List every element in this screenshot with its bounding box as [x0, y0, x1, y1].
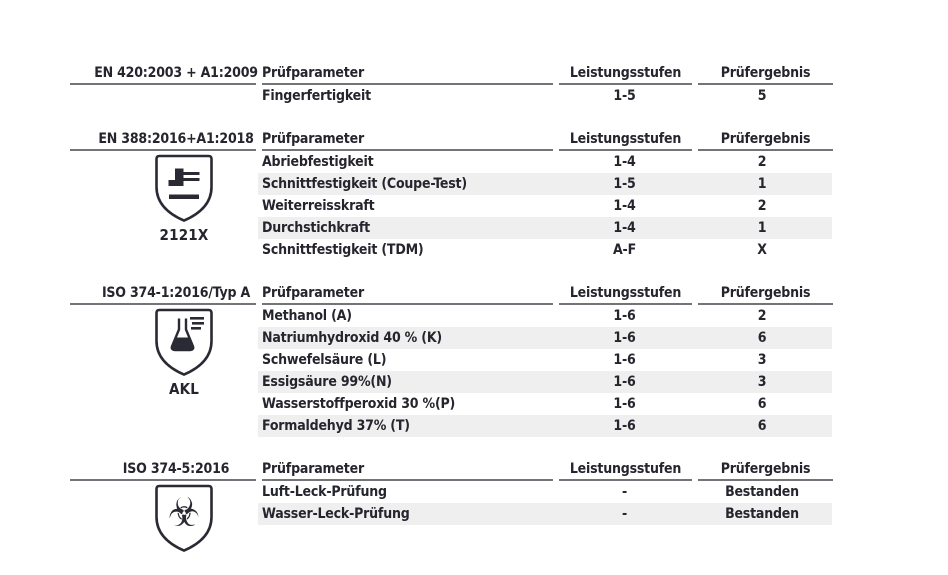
levels-cell: 1-4: [613, 220, 636, 236]
param-cell: Methanol (A): [262, 308, 352, 324]
param-cell: Fingerfertigkeit: [262, 88, 371, 104]
performance-code-label: 2121X: [159, 226, 209, 244]
param-cell: Luft-Leck-Prüfung: [262, 484, 387, 500]
result-cell: 1: [757, 176, 767, 192]
column-header-leistungsstufen: Leistungsstufen: [559, 63, 692, 85]
result-cell: 3: [757, 352, 767, 368]
levels-cell: 1-4: [613, 198, 636, 214]
result-cell: Bestanden: [725, 484, 799, 500]
section-header: ISO 374-1:2016/Typ A Prüfparameter Leist…: [70, 283, 833, 305]
table-row: Methanol (A) 1-6 2: [258, 305, 832, 327]
table-row: Wasserstoffperoxid 30 %(P) 1-6 6: [258, 393, 832, 415]
column-header-pruefparameter: Prüfparameter: [262, 63, 553, 85]
levels-cell: 1-6: [613, 352, 636, 368]
result-cell: 2: [757, 198, 767, 214]
mechanical-hazard-shield-icon: [152, 152, 216, 224]
table-row: Durchstichkraft 1-4 1: [258, 217, 832, 239]
column-header-pruefparameter: Prüfparameter: [262, 283, 553, 305]
table-row: Schnittfestigkeit (TDM) A-F X: [258, 239, 832, 261]
table-row: Schnittfestigkeit (Coupe-Test) 1-5 1: [258, 173, 832, 195]
result-cell: 3: [757, 374, 767, 390]
certification-table: EN 420:2003 + A1:2009 Prüfparameter Leis…: [70, 63, 833, 553]
levels-cell: 1-6: [613, 396, 636, 412]
icon-column: 2121X: [70, 151, 258, 261]
section-header: ISO 374-5:2016 Prüfparameter Leistungsst…: [70, 459, 833, 481]
result-cell: 5: [757, 88, 767, 104]
table-row: Weiterreisskraft 1-4 2: [258, 195, 832, 217]
biohazard-shield-icon: ☣: [152, 482, 216, 554]
chemical-hazard-shield-icon: [152, 306, 216, 378]
column-header-pruefergebnis: Prüfergebnis: [698, 459, 833, 481]
table-row: Essigsäure 99%(N) 1-6 3: [258, 371, 832, 393]
biohazard-icon: ☣: [167, 490, 201, 536]
table-row: Wasser-Leck-Prüfung - Bestanden: [258, 503, 832, 525]
levels-cell: 1-6: [613, 418, 636, 434]
param-cell: Natriumhydroxid 40 % (K): [262, 330, 442, 346]
icon-column: AKL: [70, 305, 258, 437]
levels-cell: 1-6: [613, 330, 636, 346]
section-header: EN 388:2016+A1:2018 Prüfparameter Leistu…: [70, 129, 833, 151]
result-cell: 2: [757, 308, 767, 324]
result-cell: 6: [757, 418, 767, 434]
table-row: Natriumhydroxid 40 % (K) 1-6 6: [258, 327, 832, 349]
table-row: Schwefelsäure (L) 1-6 3: [258, 349, 832, 371]
column-header-pruefergebnis: Prüfergebnis: [698, 283, 833, 305]
param-cell: Formaldehyd 37% (T): [262, 418, 410, 434]
standard-name: EN 420:2003 + A1:2009: [70, 63, 258, 85]
levels-cell: 1-4: [613, 154, 636, 170]
column-header-pruefergebnis: Prüfergebnis: [698, 63, 833, 85]
table-row: Formaldehyd 37% (T) 1-6 6: [258, 415, 832, 437]
result-cell: 1: [757, 220, 767, 236]
param-cell: Abriebfestigkeit: [262, 154, 374, 170]
levels-cell: 1-6: [613, 374, 636, 390]
table-row: Fingerfertigkeit 1-5 5: [258, 85, 832, 107]
standard-name: ISO 374-5:2016: [70, 459, 256, 481]
param-cell: Wasserstoffperoxid 30 %(P): [262, 396, 456, 412]
result-cell: 6: [757, 396, 767, 412]
levels-cell: -: [621, 506, 628, 522]
icon-column: ☣: [70, 481, 258, 553]
param-cell: Durchstichkraft: [262, 220, 370, 236]
levels-cell: 1-5: [613, 176, 636, 192]
levels-cell: 1-6: [613, 308, 636, 324]
icon-column: [70, 85, 258, 107]
column-header-pruefparameter: Prüfparameter: [262, 129, 553, 151]
standard-name: ISO 374-1:2016/Typ A: [70, 283, 256, 305]
param-cell: Schwefelsäure (L): [262, 352, 387, 368]
section-header: EN 420:2003 + A1:2009 Prüfparameter Leis…: [70, 63, 833, 85]
levels-cell: 1-5: [613, 88, 636, 104]
param-cell: Wasser-Leck-Prüfung: [262, 506, 410, 522]
standard-name: EN 388:2016+A1:2018: [70, 129, 256, 151]
param-cell: Schnittfestigkeit (TDM): [262, 242, 424, 258]
section-iso374-1: ISO 374-1:2016/Typ A Prüfparameter Leist…: [70, 283, 833, 437]
levels-cell: A-F: [613, 242, 636, 258]
section-iso374-5: ISO 374-5:2016 Prüfparameter Leistungsst…: [70, 459, 833, 553]
result-cell: 2: [757, 154, 767, 170]
section-en388: EN 388:2016+A1:2018 Prüfparameter Leistu…: [70, 129, 833, 261]
param-cell: Schnittfestigkeit (Coupe-Test): [262, 176, 467, 192]
section-en420: EN 420:2003 + A1:2009 Prüfparameter Leis…: [70, 63, 833, 107]
column-header-leistungsstufen: Leistungsstufen: [559, 283, 692, 305]
table-row: Luft-Leck-Prüfung - Bestanden: [258, 481, 832, 503]
column-header-leistungsstufen: Leistungsstufen: [559, 129, 692, 151]
result-cell: X: [757, 242, 767, 258]
param-cell: Essigsäure 99%(N): [262, 374, 392, 390]
result-cell: 6: [757, 330, 767, 346]
permeation-code-label: AKL: [168, 380, 200, 398]
param-cell: Weiterreisskraft: [262, 198, 375, 214]
column-header-pruefergebnis: Prüfergebnis: [698, 129, 833, 151]
result-cell: Bestanden: [725, 506, 799, 522]
column-header-pruefparameter: Prüfparameter: [262, 459, 553, 481]
table-row: Abriebfestigkeit 1-4 2: [258, 151, 832, 173]
levels-cell: -: [621, 484, 628, 500]
column-header-leistungsstufen: Leistungsstufen: [559, 459, 692, 481]
